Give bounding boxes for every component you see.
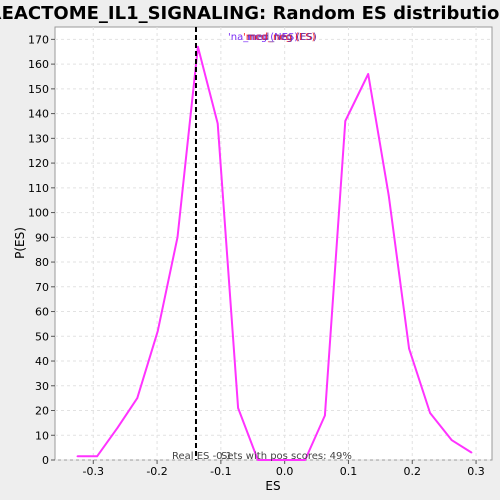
y-tick-label: 80 (35, 256, 49, 269)
legend-text-es: med_neg (ES) (247, 32, 317, 43)
data-point (344, 120, 347, 122)
x-tick-label: 0.2 (404, 465, 422, 478)
real-es-label: Real ES -0.1 (172, 451, 232, 462)
data-point (367, 73, 370, 75)
legend-text-es-red: 'med_neg (ES) (243, 32, 316, 43)
y-tick-label: 50 (35, 330, 49, 343)
data-point (237, 407, 239, 409)
x-tick-label: 0.0 (276, 465, 294, 478)
x-tick-label: 0.1 (340, 465, 358, 478)
y-tick-label: 10 (35, 429, 49, 442)
data-point (116, 427, 119, 429)
series-line (77, 45, 473, 461)
y-tick-label: 60 (35, 306, 49, 319)
grid (55, 27, 492, 461)
x-tick-label: -0.1 (210, 465, 231, 478)
legend-text-nes: 'na_neg (NES) (228, 32, 298, 43)
plot-area (54, 26, 493, 461)
y-tick-label: 120 (28, 157, 49, 170)
data-point (387, 194, 390, 197)
y-tick-label: 40 (35, 355, 49, 368)
y-tick-label: 110 (28, 182, 49, 195)
x-tick-label: -0.3 (83, 465, 104, 478)
legend: 'na_neg (NES) 'med_neg (ES) med_neg (ES) (228, 32, 317, 43)
y-axis-ticks: 0 10 20 30 40 50 60 70 80 90 100 110 120 130 140 150 160… (28, 33, 55, 467)
chart-title: REACTOME_IL1_SIGNALING: Random ES distri… (0, 3, 500, 24)
data-point (277, 459, 280, 461)
series (76, 45, 473, 461)
data-point (451, 439, 453, 442)
data-point (324, 414, 326, 417)
y-tick-label: 0 (42, 454, 49, 467)
y-tick-label: 150 (28, 83, 49, 96)
data-point (156, 330, 159, 333)
y-axis-label: P(ES) (13, 227, 27, 259)
x-axis-ticks: -0.3 -0.2 -0.1 0.0 0.1 0.2 0.3 (83, 460, 485, 478)
y-tick-label: 140 (28, 108, 49, 121)
y-tick-label: 160 (28, 58, 49, 71)
data-point (136, 397, 139, 399)
y-tick-label: 30 (35, 380, 49, 393)
data-point (197, 45, 199, 48)
data-point (408, 347, 410, 350)
data-point (96, 455, 98, 458)
data-point (257, 459, 259, 461)
x-tick-label: -0.2 (146, 465, 167, 478)
data-point (304, 459, 306, 461)
data-point (176, 236, 179, 239)
y-tick-label: 70 (35, 281, 49, 294)
y-tick-label: 100 (28, 207, 49, 220)
x-axis-label: ES (265, 479, 280, 493)
y-tick-label: 20 (35, 405, 49, 418)
data-point (76, 455, 79, 458)
x-tick-label: 0.3 (467, 465, 485, 478)
y-tick-label: 130 (28, 132, 49, 145)
data-point (429, 412, 431, 414)
y-tick-label: 170 (28, 33, 49, 46)
data-point (216, 122, 219, 125)
y-tick-label: 90 (35, 231, 49, 244)
data-point (470, 451, 473, 454)
pos-scores-annotation: Sets with pos scores: 49% (221, 451, 352, 462)
